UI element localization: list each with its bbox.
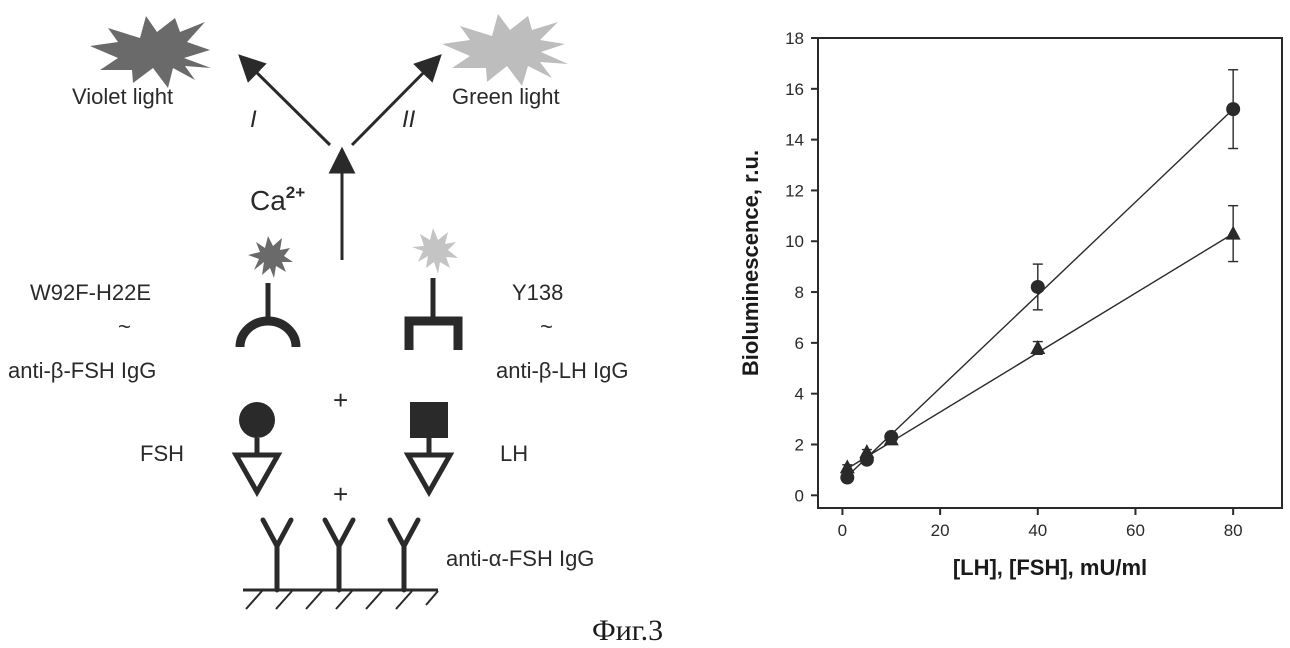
data-point-circle xyxy=(1226,102,1240,116)
figure-caption: Фиг.3 xyxy=(592,614,663,647)
fsh-circle-icon xyxy=(239,402,275,438)
y-tick-label: 6 xyxy=(795,334,804,353)
y-tick-label: 16 xyxy=(785,80,804,99)
lh-label: LH xyxy=(500,441,528,466)
x-axis-label: [LH], [FSH], mU/ml xyxy=(953,555,1147,580)
anti-beta-lh-antibody-icon xyxy=(409,321,458,350)
y-tick-label: 10 xyxy=(785,232,804,251)
plus-sign-lower: + xyxy=(333,479,348,509)
y-tick-label: 8 xyxy=(795,283,804,302)
data-point-triangle xyxy=(1030,340,1045,354)
solid-phase-surface xyxy=(243,590,438,609)
anti-beta-fsh-antibody-icon xyxy=(240,321,296,347)
path-i-label: I xyxy=(250,106,257,133)
assay-scheme: Violet light Green light I II Ca2+ W92F-… xyxy=(0,0,720,648)
y-axis-label: Bioluminescence, r.u. xyxy=(738,150,763,376)
violet-light-burst-icon xyxy=(90,16,211,88)
fsh-label: FSH xyxy=(140,441,184,466)
green-light-label: Green light xyxy=(452,84,560,109)
calcium-label: Ca2+ xyxy=(250,183,305,216)
capture-antibody-icon xyxy=(390,520,418,590)
y-tick-label: 4 xyxy=(795,385,804,404)
bioluminescence-chart: 0 20 40 60 80 0 2 4 6 8 10 12 14 16 18 Bioluminescence… xyxy=(720,0,1290,648)
x-tick-label: 0 xyxy=(838,521,847,540)
y-tick-label: 18 xyxy=(785,29,804,48)
green-photoprotein-icon xyxy=(412,228,458,274)
green-light-burst-icon xyxy=(442,14,568,86)
arrow-path-ii xyxy=(352,58,438,145)
capture-antibody-label: anti-α-FSH IgG xyxy=(446,546,594,571)
fsh-triangle-icon xyxy=(236,455,278,492)
violet-photoprotein-icon xyxy=(248,236,293,278)
x-tick-label: 80 xyxy=(1224,521,1243,540)
capture-antibody-icon xyxy=(263,520,291,590)
violet-light-label: Violet light xyxy=(72,84,173,109)
calcium-base: Ca xyxy=(250,185,286,216)
right-tilde: ~ xyxy=(540,314,553,339)
calcium-superscript: 2+ xyxy=(286,183,305,202)
data-point-triangle xyxy=(840,459,855,473)
left-tilde: ~ xyxy=(118,314,131,339)
y-tick-label: 2 xyxy=(795,435,804,454)
lh-triangle-icon xyxy=(408,455,450,492)
right-antibody-label: anti-β-LH IgG xyxy=(496,358,628,383)
path-ii-label: II xyxy=(402,106,416,133)
lh-square-icon xyxy=(410,402,448,438)
data-point-triangle xyxy=(859,444,874,458)
y-tick-label: 14 xyxy=(785,131,804,150)
data-point-circle xyxy=(1031,280,1045,294)
y-tick-label: 12 xyxy=(785,181,804,200)
capture-antibody-icon xyxy=(325,520,353,590)
plus-sign-upper: + xyxy=(333,385,348,415)
left-protein-label: W92F-H22E xyxy=(30,280,151,305)
x-tick-label: 40 xyxy=(1028,521,1047,540)
x-tick-label: 60 xyxy=(1126,521,1145,540)
left-antibody-label: anti-β-FSH IgG xyxy=(8,358,156,383)
y-tick-label: 0 xyxy=(795,486,804,505)
right-protein-label: Y138 xyxy=(512,280,563,305)
x-tick-label: 20 xyxy=(931,521,950,540)
data-point-triangle xyxy=(1226,226,1241,240)
